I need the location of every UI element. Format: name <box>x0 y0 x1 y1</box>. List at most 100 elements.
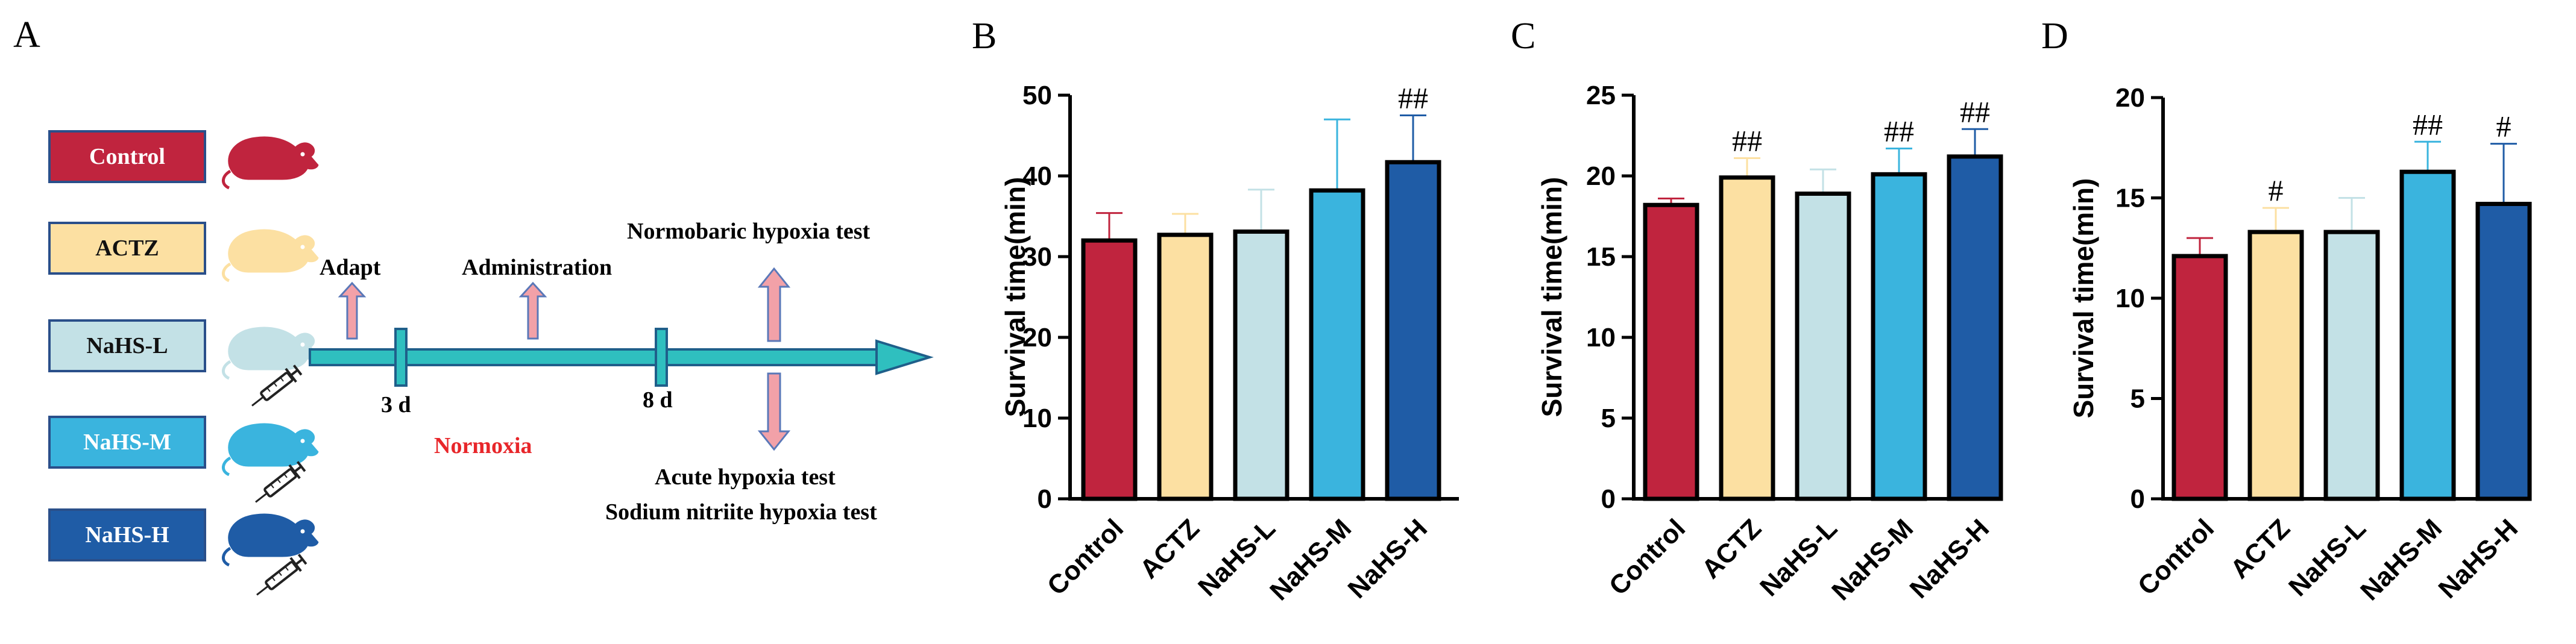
timeline-day8-label: 8 d <box>643 387 673 413</box>
mouse-icon-nahs-h <box>223 514 318 565</box>
chart-b: 0 10 20 30 40 50 Survival time(min) Control ACTZ… <box>1000 81 1459 606</box>
x-tick-label: Control <box>1042 513 1129 601</box>
y-tick-label: 0 <box>1601 484 1616 514</box>
y-tick-label: 50 <box>1022 81 1052 110</box>
y-axis-label: Survival time(min) <box>1000 177 1031 417</box>
y-tick-label: 10 <box>1586 323 1616 352</box>
group-box-nahs-l: NaHS-L <box>48 319 206 372</box>
significance-mark: ## <box>1732 124 1762 158</box>
panel-a: A Control ACTZ NaHS-L NaHS-M NaHS-H <box>13 14 934 603</box>
y-tick-label: 0 <box>2130 484 2145 514</box>
x-tick-label: NaHS-M <box>2355 513 2448 606</box>
syringe-icon-nahs-m <box>249 458 308 510</box>
bar-nahs-l <box>1233 229 1290 501</box>
x-tick-label: NaHS-M <box>1826 513 1919 606</box>
panel-label-b: B <box>972 16 997 57</box>
group-box-nahs-l-rect <box>48 319 206 372</box>
up-arrow-normobaric <box>757 267 791 342</box>
x-tick-label: ACTZ <box>1134 513 1205 584</box>
group-box-actz-label: ACTZ <box>95 236 159 261</box>
bar-nahs-l <box>1795 191 1851 501</box>
mouse-icon-actz <box>223 230 318 281</box>
up-arrow-adapt <box>338 281 367 340</box>
timeline-normoxia-label: Normoxia <box>434 433 532 458</box>
x-tick-label: ACTZ <box>2225 513 2296 584</box>
group-box-nahs-h-label: NaHS-H <box>85 522 169 548</box>
x-tick-label: Control <box>2132 513 2220 601</box>
x-tick-label: ACTZ <box>1696 513 1767 584</box>
x-tick-label: NaHS-H <box>1904 513 1995 604</box>
significance-mark: ## <box>1960 95 1990 128</box>
y-tick-label: 25 <box>1586 81 1616 110</box>
y-axis-label: Survival time(min) <box>1536 177 1567 417</box>
y-tick-label: 5 <box>1601 404 1616 433</box>
timeline-tick-8d <box>655 328 668 387</box>
panel-label-c: C <box>1511 16 1535 57</box>
y-tick-label: 10 <box>1022 404 1052 433</box>
down-arrow-acute <box>757 372 791 451</box>
bar-actz <box>1719 175 1775 501</box>
bar-control <box>2171 254 2228 501</box>
group-box-nahs-m-rect <box>48 416 206 469</box>
bar-nahs-h <box>2475 201 2532 501</box>
group-box-nahs-h-rect <box>48 508 206 561</box>
x-tick-label: Control <box>1604 513 1691 601</box>
timeline-acute-label: Acute hypoxia test <box>655 464 836 490</box>
group-box-control: Control <box>48 130 206 183</box>
timeline-arrowhead <box>875 339 934 375</box>
mouse-icon-nahs-m <box>223 424 318 475</box>
y-tick-label: 0 <box>1038 484 1052 514</box>
y-tick-label: 15 <box>1586 242 1616 272</box>
group-box-nahs-m: NaHS-M <box>48 416 206 469</box>
bar-nahs-m <box>2399 169 2456 501</box>
bar-control <box>1643 202 1699 501</box>
timeline-tick-3d <box>394 328 408 387</box>
timeline-adapt-label: Adapt <box>320 255 381 280</box>
bar-nahs-h <box>1385 160 1441 501</box>
significance-mark: # <box>2496 110 2511 143</box>
timeline-nitrite-label: Sodium nitriite hypoxia test <box>605 499 877 525</box>
y-tick-label: 20 <box>1586 161 1616 191</box>
up-arrow-administration <box>518 281 547 340</box>
significance-mark: # <box>2269 174 2284 207</box>
group-box-control-label: Control <box>89 144 165 169</box>
x-tick-label: NaHS-H <box>2433 513 2524 604</box>
mouse-icon-control <box>223 137 318 188</box>
bar-nahs-m <box>1309 188 1365 501</box>
x-tick-label: NaHS-H <box>1343 513 1433 604</box>
bar-nahs-h <box>1947 154 2003 501</box>
panel-label-a: A <box>13 14 40 55</box>
bar-nahs-l <box>2323 230 2380 501</box>
group-box-nahs-h: NaHS-H <box>48 508 206 561</box>
group-box-nahs-m-label: NaHS-M <box>83 430 171 455</box>
y-tick-label: 5 <box>2130 384 2145 414</box>
significance-mark: ## <box>1884 114 1914 148</box>
timeline-day3-label: 3 d <box>381 392 411 417</box>
chart-c: 0 5 10 15 20 25 Survival time(min) Control ## ACT… <box>1536 81 2003 606</box>
syringe-icon-nahs-l <box>245 362 304 414</box>
y-tick-label: 20 <box>1022 323 1052 352</box>
timeline-normobaric-label: Normobaric hypoxia test <box>627 219 871 244</box>
panel-label-d: D <box>2041 16 2068 57</box>
y-tick-label: 15 <box>2115 184 2145 213</box>
timeline-administration-label: Administration <box>462 255 612 280</box>
y-axis-label: Survival time(min) <box>2068 178 2099 419</box>
y-tick-label: 40 <box>1022 161 1052 191</box>
bar-actz <box>2247 230 2304 501</box>
group-box-actz-rect <box>48 222 206 275</box>
y-tick-label: 10 <box>2115 284 2145 313</box>
group-box-control-rect <box>48 130 206 183</box>
bar-actz <box>1157 233 1214 501</box>
significance-mark: ## <box>2413 107 2443 141</box>
timeline-arrow <box>309 328 934 387</box>
chart-d: 0 5 10 15 20 Survival time(min) Control # ACTZ Na… <box>2068 83 2532 606</box>
significance-mark: ## <box>1398 81 1428 115</box>
group-box-actz: ACTZ <box>48 222 206 275</box>
bar-control <box>1081 238 1138 501</box>
group-box-nahs-l-label: NaHS-L <box>86 333 168 358</box>
x-tick-label: NaHS-M <box>1264 513 1357 606</box>
bar-nahs-m <box>1871 172 1927 501</box>
y-tick-label: 30 <box>1022 242 1052 272</box>
syringe-icon-nahs-h <box>250 551 309 603</box>
